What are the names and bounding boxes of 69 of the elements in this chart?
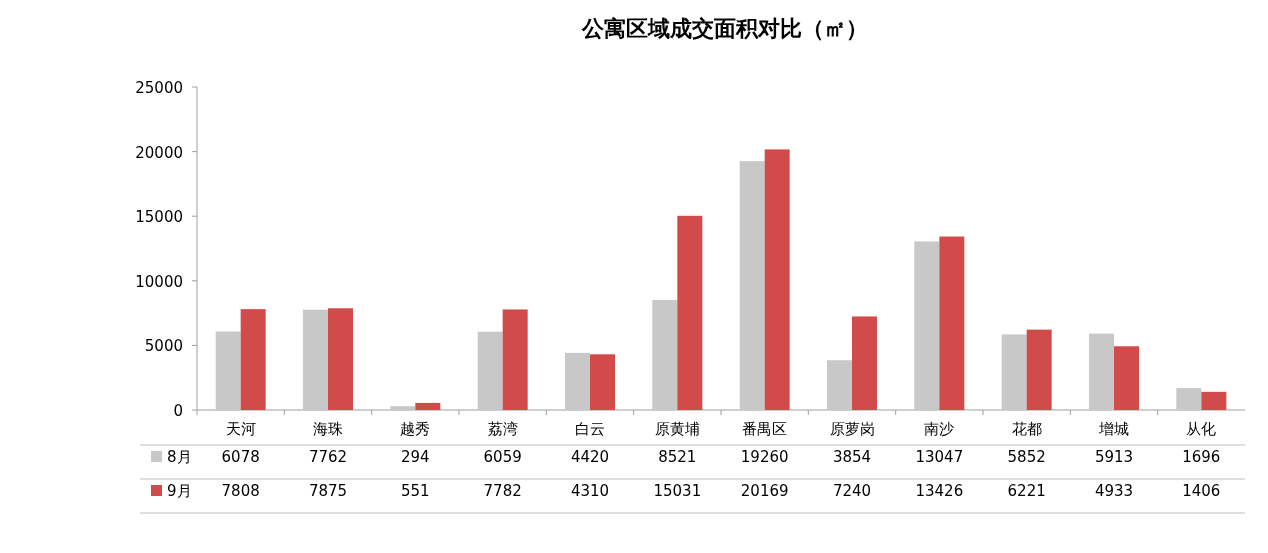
bar xyxy=(739,161,765,410)
data-label: 19260 xyxy=(740,448,789,466)
bar xyxy=(827,360,852,410)
data-label: 4933 xyxy=(1094,482,1134,500)
bar xyxy=(215,331,241,410)
bar xyxy=(677,215,703,410)
x-tick-label: 天河 xyxy=(225,420,256,438)
legend-label: 8月 xyxy=(167,448,192,466)
bar xyxy=(415,402,441,410)
data-label: 1696 xyxy=(1182,448,1221,466)
data-label: 13426 xyxy=(915,482,964,500)
x-tick-label: 增城 xyxy=(1098,420,1129,438)
x-tick-label: 南沙 xyxy=(924,420,955,438)
bar xyxy=(939,236,965,410)
bar xyxy=(764,149,790,410)
data-label: 20169 xyxy=(740,482,789,500)
data-label: 294 xyxy=(401,448,430,466)
data-label: 7808 xyxy=(221,482,260,500)
x-tick-label: 海珠 xyxy=(313,420,343,438)
bar xyxy=(852,316,877,410)
bar xyxy=(1001,334,1027,410)
data-label: 5913 xyxy=(1094,448,1134,466)
data-label: 551 xyxy=(401,482,430,500)
x-tick-label: 越秀 xyxy=(400,420,431,438)
x-tick-label: 番禺区 xyxy=(742,420,788,438)
x-tick-label: 原黄埔 xyxy=(654,420,700,438)
data-label: 13047 xyxy=(915,448,964,466)
bar xyxy=(502,309,528,410)
data-label: 6221 xyxy=(1007,482,1046,500)
bar xyxy=(1176,388,1202,410)
bar xyxy=(652,299,678,410)
x-tick-label: 白云 xyxy=(575,420,605,438)
bar xyxy=(914,241,940,410)
data-label: 7240 xyxy=(832,482,872,500)
bar xyxy=(565,352,590,410)
bar xyxy=(240,309,266,410)
x-tick-label: 花都 xyxy=(1011,420,1042,438)
chart-title: 公寓区域成交面积对比（㎡） xyxy=(581,16,868,41)
y-tick-label: 5000 xyxy=(144,337,183,356)
data-label: 4420 xyxy=(570,448,610,466)
x-tick-label: 荔湾 xyxy=(487,420,518,438)
data-label: 6059 xyxy=(483,448,522,466)
y-tick-label: 10000 xyxy=(135,272,183,291)
y-tick-label: 0 xyxy=(173,402,183,420)
bar xyxy=(1201,391,1227,410)
data-label: 3854 xyxy=(832,448,872,466)
data-label: 15031 xyxy=(653,482,702,500)
data-label: 5852 xyxy=(1007,448,1046,466)
y-tick-label: 15000 xyxy=(135,208,183,227)
y-tick-label: 20000 xyxy=(135,143,183,162)
bar xyxy=(1114,346,1139,410)
data-label: 8521 xyxy=(658,448,697,466)
bar xyxy=(390,406,416,410)
bar xyxy=(1089,333,1114,410)
bar xyxy=(1026,329,1052,410)
data-label: 4310 xyxy=(570,482,610,500)
data-label: 7782 xyxy=(483,482,522,500)
bar xyxy=(328,308,353,410)
y-tick-label: 25000 xyxy=(135,79,183,97)
data-label: 7762 xyxy=(308,448,348,466)
legend-label: 9月 xyxy=(167,482,192,500)
x-tick-label: 从化 xyxy=(1186,420,1217,438)
data-label: 6078 xyxy=(221,448,260,466)
x-tick-label: 原萝岗 xyxy=(829,420,875,438)
bar xyxy=(477,331,503,410)
data-label: 1406 xyxy=(1182,482,1221,500)
data-label: 7875 xyxy=(308,482,348,500)
bar xyxy=(590,354,615,410)
bar xyxy=(303,309,328,410)
